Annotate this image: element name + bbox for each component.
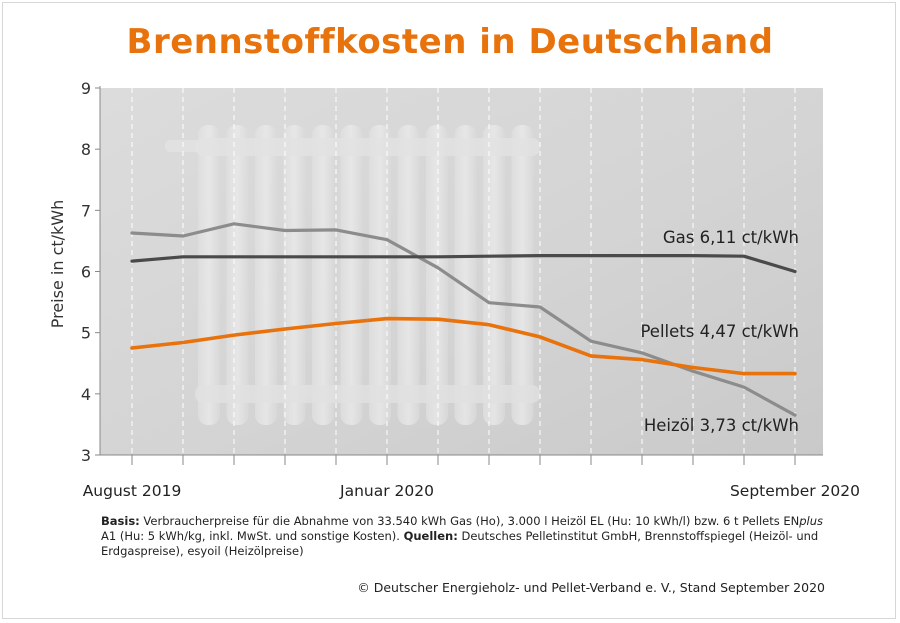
series-name: Gas	[663, 228, 695, 247]
series-labels: Gas 6,11 ct/kWh Pellets 4,47 ct/kWh Heizöl…	[640, 228, 799, 435]
basis-text-2: A1 (Hu: 5 kWh/kg, inkl. MwSt. und sonsti…	[101, 529, 404, 543]
footnote: Basis: Verbraucherpreise für die Abnahme…	[101, 514, 831, 559]
series-label-heizoel: Heizöl 3,73 ct/kWh	[644, 416, 799, 435]
series-line-gas	[130, 254, 797, 274]
series-value: 3,73 ct/kWh	[694, 416, 799, 435]
series-label-pellets: Pellets 4,47 ct/kWh	[640, 322, 799, 341]
radiator-fin	[312, 125, 334, 425]
radiator-valve	[165, 140, 205, 152]
y-tick-label: 8	[81, 140, 91, 159]
chart-title: Brennstoffkosten in Deutschland	[126, 22, 774, 62]
radiator-fin	[483, 125, 505, 425]
sources-label: Quellen:	[403, 529, 458, 543]
x-tick-label: September 2020	[730, 482, 860, 500]
series-line-heizoel	[130, 222, 797, 417]
x-tick-label: August 2019	[83, 482, 182, 500]
copyright: © Deutscher Energieholz- und Pellet-Verb…	[357, 580, 825, 595]
y-tick-label: 4	[81, 385, 91, 404]
series-lines	[130, 222, 797, 417]
y-tick-label: 3	[81, 446, 91, 465]
radiator-fin	[454, 125, 477, 425]
radiator-fin	[511, 125, 534, 425]
radiator-fin	[426, 125, 448, 425]
y-tick-label: 5	[81, 324, 91, 343]
basis-italic: plus	[799, 514, 824, 528]
x-tick-label: Januar 2020	[339, 482, 434, 500]
radiator-fin	[283, 125, 306, 425]
y-tick-label: 9	[81, 79, 91, 98]
series-value: 6,11 ct/kWh	[694, 228, 799, 247]
axes: 3 4 5 6 7 8 9 August 2019 Januar 2020 September 2…	[81, 79, 860, 500]
radiator-fin	[198, 125, 220, 425]
radiator-illustration	[165, 125, 540, 425]
radiator-fin	[369, 125, 391, 425]
series-line-pellets	[130, 316, 797, 376]
series-name: Heizöl	[644, 416, 694, 435]
sources-text: Deutsches Pelletinstitut GmbH, Brennstof…	[101, 529, 819, 558]
series-value: 4,47 ct/kWh	[694, 322, 799, 341]
basis-text: Verbraucherpreise für die Abnahme von 33…	[139, 514, 800, 528]
y-tick-label: 6	[81, 263, 91, 282]
radiator-fin	[255, 125, 277, 425]
radiator-fin	[340, 125, 363, 425]
radiator-fin	[226, 125, 249, 425]
basis-label: Basis:	[101, 514, 140, 528]
y-tick-label: 7	[81, 201, 91, 220]
y-axis-label: Preise in ct/kWh	[48, 200, 67, 329]
series-label-gas: Gas 6,11 ct/kWh	[663, 228, 799, 247]
series-name: Pellets	[640, 322, 694, 341]
radiator-bottom-pipe	[195, 385, 540, 403]
radiator-fin	[397, 125, 420, 425]
radiator-top-pipe	[195, 138, 540, 156]
